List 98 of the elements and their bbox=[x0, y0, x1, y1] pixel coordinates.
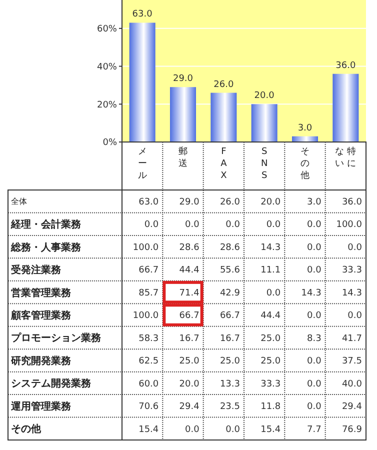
data-label: 14.3 bbox=[260, 242, 281, 253]
data-label: 36.0 bbox=[336, 60, 356, 71]
data-label: 23.5 bbox=[220, 402, 240, 412]
data-label: 66.7 bbox=[220, 311, 240, 322]
data-label: 42.9 bbox=[220, 288, 240, 298]
data-label: 63.0 bbox=[138, 198, 159, 208]
y-tick-label: 運用管理業務 bbox=[10, 400, 72, 412]
data-label: 11.1 bbox=[260, 266, 281, 276]
data-label: 16.7 bbox=[220, 334, 240, 344]
y-tick-label: 全体 bbox=[11, 197, 27, 206]
data-label: 20.0 bbox=[179, 379, 200, 390]
data-label: 28.6 bbox=[179, 242, 200, 253]
data-label: 26.0 bbox=[220, 198, 240, 208]
data-label: 7.7 bbox=[307, 424, 322, 435]
data-label: 16.7 bbox=[179, 334, 200, 344]
data-label: 33.3 bbox=[342, 266, 362, 276]
y-tick-label: その他 bbox=[11, 423, 42, 436]
data-label: 100.0 bbox=[132, 311, 159, 322]
data-label: 29.0 bbox=[179, 198, 200, 208]
data-label: 25.0 bbox=[260, 356, 281, 367]
data-label: 29.4 bbox=[179, 402, 200, 412]
data-label: 15.4 bbox=[138, 424, 159, 435]
data-label: 0.0 bbox=[226, 220, 240, 230]
x-tick-label: 特にない bbox=[335, 146, 356, 169]
y-tick-label: システム開発業務 bbox=[11, 378, 92, 390]
data-label: 44.4 bbox=[179, 266, 200, 276]
data-label: 3.0 bbox=[307, 198, 322, 208]
data-label: 0.0 bbox=[307, 402, 322, 412]
bar bbox=[251, 104, 278, 142]
data-label: 0.0 bbox=[307, 356, 322, 367]
y-tick-label: 研究開発業務 bbox=[10, 354, 72, 367]
data-label: 3.0 bbox=[298, 123, 312, 134]
data-label: 29.0 bbox=[172, 74, 194, 84]
data-label: 0.0 bbox=[307, 266, 322, 276]
data-label: 20.0 bbox=[254, 91, 275, 102]
y-tick-label: 受発注業務 bbox=[10, 264, 62, 276]
y-tick-label: 顧客管理業務 bbox=[10, 310, 72, 322]
data-label: 66.7 bbox=[179, 311, 200, 322]
y-tick-label: 総務・人事業務 bbox=[10, 241, 82, 254]
data-label: 60.0 bbox=[138, 379, 159, 390]
y-tick-label: 60% bbox=[96, 24, 118, 35]
data-label: 40.0 bbox=[342, 379, 362, 390]
data-label: 36.0 bbox=[342, 198, 362, 208]
data-label: 66.7 bbox=[138, 266, 159, 276]
data-label: 20.0 bbox=[260, 198, 281, 208]
bar bbox=[129, 22, 156, 142]
data-label: 37.5 bbox=[342, 356, 362, 367]
data-label: 62.5 bbox=[138, 356, 159, 367]
data-label: 0.0 bbox=[185, 220, 200, 230]
data-label: 14.3 bbox=[301, 288, 322, 298]
x-tick-label: その他 bbox=[300, 147, 310, 181]
data-label: 85.7 bbox=[138, 288, 159, 298]
data-label: 55.6 bbox=[220, 266, 240, 276]
data-label: 44.4 bbox=[260, 311, 281, 322]
data-label: 0.0 bbox=[307, 311, 322, 322]
data-label: 0.0 bbox=[348, 311, 362, 322]
data-label: 28.6 bbox=[220, 242, 240, 253]
data-label: 14.3 bbox=[342, 288, 362, 298]
data-label: 26.0 bbox=[214, 80, 234, 90]
data-label: 100.0 bbox=[132, 242, 159, 253]
data-label: 0.0 bbox=[307, 379, 322, 390]
data-label: 33.3 bbox=[260, 379, 281, 390]
y-tick-label: 経理・会計業務 bbox=[10, 218, 82, 231]
data-label: 0.0 bbox=[266, 288, 281, 298]
bar bbox=[210, 92, 237, 142]
y-tick-label: 40% bbox=[96, 62, 118, 72]
data-label: 70.6 bbox=[138, 402, 159, 412]
data-label: 0.0 bbox=[144, 220, 159, 230]
y-tick-label: 営業管理業務 bbox=[11, 286, 72, 299]
data-label: 0.0 bbox=[307, 220, 322, 230]
bar bbox=[332, 74, 359, 142]
data-label: 63.0 bbox=[132, 10, 153, 20]
data-label: 0.0 bbox=[226, 424, 240, 435]
data-label: 71.4 bbox=[179, 288, 200, 298]
x-tick-label: FAX bbox=[220, 147, 228, 181]
x-tick-label: 郵送 bbox=[178, 146, 188, 169]
data-label: 11.8 bbox=[260, 402, 281, 412]
data-label: 41.7 bbox=[342, 334, 362, 344]
data-label: 0.0 bbox=[348, 242, 362, 253]
data-label: 76.9 bbox=[342, 424, 362, 435]
data-label: 0.0 bbox=[185, 424, 200, 435]
data-label: 0.0 bbox=[266, 220, 281, 230]
y-tick-label: 20% bbox=[96, 100, 118, 110]
data-label: 8.3 bbox=[307, 334, 322, 344]
y-tick-label: 0% bbox=[102, 138, 118, 148]
data-label: 100.0 bbox=[336, 220, 362, 230]
data-label: 25.0 bbox=[220, 356, 240, 367]
data-label: 25.0 bbox=[260, 334, 281, 344]
x-tick-label: メール bbox=[138, 147, 147, 181]
data-label: 0.0 bbox=[307, 242, 322, 253]
data-label: 25.0 bbox=[179, 356, 200, 367]
data-label: 13.3 bbox=[220, 379, 240, 390]
y-tick-label: プロモーション業務 bbox=[11, 332, 102, 344]
x-tick-label: SNS bbox=[260, 147, 268, 181]
data-label: 29.4 bbox=[342, 402, 362, 412]
data-label: 58.3 bbox=[138, 334, 159, 344]
data-label: 15.4 bbox=[260, 424, 281, 435]
bar bbox=[170, 87, 196, 142]
